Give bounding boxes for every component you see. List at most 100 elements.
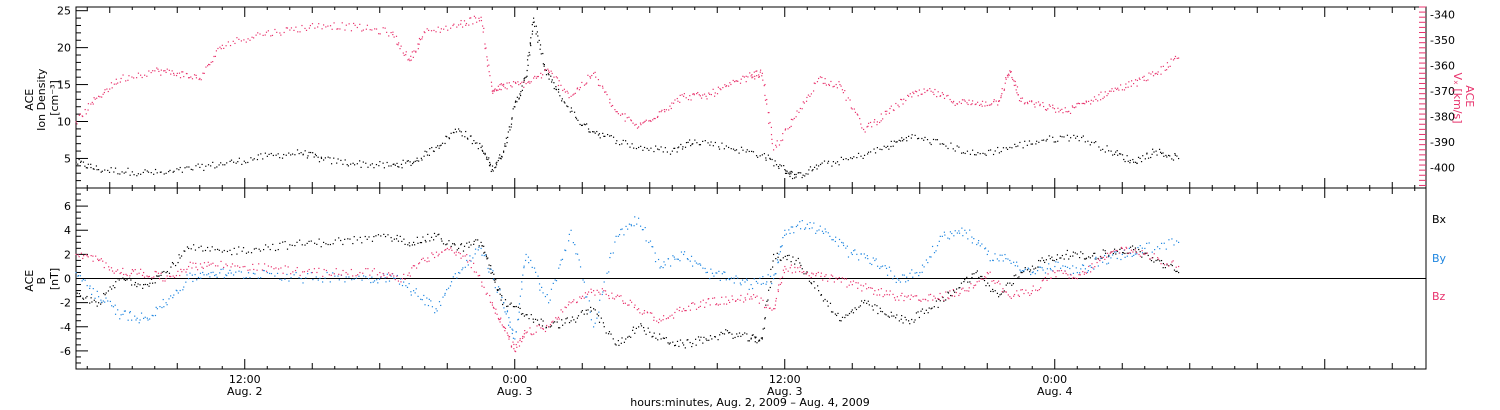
data-point xyxy=(780,140,782,142)
data-point xyxy=(553,82,555,84)
data-point xyxy=(431,252,433,254)
data-point xyxy=(509,326,511,328)
data-point xyxy=(215,274,217,276)
data-point xyxy=(849,157,852,159)
data-point xyxy=(697,336,700,338)
data-point xyxy=(697,263,699,265)
data-point xyxy=(113,83,115,85)
data-point xyxy=(243,160,245,162)
data-point xyxy=(735,149,738,151)
data-point xyxy=(908,320,910,322)
data-point xyxy=(1154,249,1156,251)
data-point xyxy=(933,93,935,96)
data-point xyxy=(259,33,261,35)
data-point xyxy=(75,271,77,274)
data-point xyxy=(815,275,817,277)
data-point xyxy=(778,167,780,170)
data-point xyxy=(361,30,363,32)
data-point xyxy=(687,141,689,144)
data-point xyxy=(1176,240,1178,242)
data-point xyxy=(1029,100,1031,102)
data-point xyxy=(120,278,122,280)
data-point xyxy=(1170,263,1172,266)
data-point xyxy=(175,289,177,291)
data-point xyxy=(251,36,253,38)
data-point xyxy=(433,150,435,153)
data-point xyxy=(564,91,567,93)
data-point xyxy=(1163,242,1165,244)
data-point xyxy=(546,324,548,327)
data-point xyxy=(732,148,735,150)
data-point xyxy=(299,239,301,241)
data-point xyxy=(393,277,395,279)
data-point xyxy=(899,281,902,283)
data-point xyxy=(942,93,944,96)
data-point xyxy=(798,111,800,114)
data-point xyxy=(382,27,384,29)
data-point xyxy=(660,338,662,340)
data-point xyxy=(129,174,131,176)
data-point xyxy=(1024,140,1026,142)
data-point xyxy=(1061,108,1063,110)
data-point xyxy=(985,101,987,103)
data-point xyxy=(863,128,865,131)
data-point xyxy=(793,232,795,234)
data-point xyxy=(765,283,767,285)
data-point xyxy=(523,333,525,335)
data-point xyxy=(638,308,640,310)
data-point xyxy=(845,314,847,316)
data-point xyxy=(568,97,570,99)
data-point xyxy=(1131,80,1133,82)
data-point xyxy=(317,156,319,158)
data-point xyxy=(441,240,443,242)
data-point xyxy=(446,247,448,250)
data-point xyxy=(148,275,150,278)
data-point xyxy=(997,146,999,149)
data-point xyxy=(888,294,891,296)
data-point xyxy=(953,235,955,237)
data-point xyxy=(787,128,789,130)
data-point xyxy=(108,266,110,268)
data-point xyxy=(703,93,706,95)
data-point xyxy=(301,244,303,246)
data-point xyxy=(103,292,105,295)
data-point xyxy=(468,241,470,243)
data-point xyxy=(1042,279,1044,281)
data-point xyxy=(272,243,274,246)
data-point xyxy=(715,303,717,306)
data-point xyxy=(993,101,995,103)
data-point xyxy=(517,318,520,320)
data-point xyxy=(1060,269,1063,272)
data-point xyxy=(220,268,222,271)
data-point xyxy=(444,142,446,145)
data-point xyxy=(531,24,533,26)
data-point xyxy=(186,268,188,270)
data-point xyxy=(150,171,152,174)
data-point xyxy=(1023,292,1025,295)
data-point xyxy=(533,77,535,79)
data-point xyxy=(695,344,697,346)
data-point xyxy=(230,159,233,161)
data-point xyxy=(835,277,837,279)
data-point xyxy=(453,252,456,254)
data-point xyxy=(400,45,402,47)
data-point xyxy=(672,341,674,343)
data-point xyxy=(597,134,600,136)
data-point xyxy=(1062,112,1064,114)
data-point xyxy=(537,275,539,277)
data-point xyxy=(279,242,281,244)
data-point xyxy=(676,308,678,310)
data-point xyxy=(143,271,145,274)
data-point xyxy=(1020,100,1022,103)
data-point xyxy=(172,275,174,277)
data-point xyxy=(688,305,690,307)
data-point xyxy=(402,159,404,161)
data-point xyxy=(493,279,495,281)
data-point xyxy=(477,249,479,251)
data-point xyxy=(1066,249,1068,252)
data-point xyxy=(118,279,120,281)
data-point xyxy=(915,91,918,93)
data-point xyxy=(296,241,298,243)
data-point xyxy=(781,245,783,247)
